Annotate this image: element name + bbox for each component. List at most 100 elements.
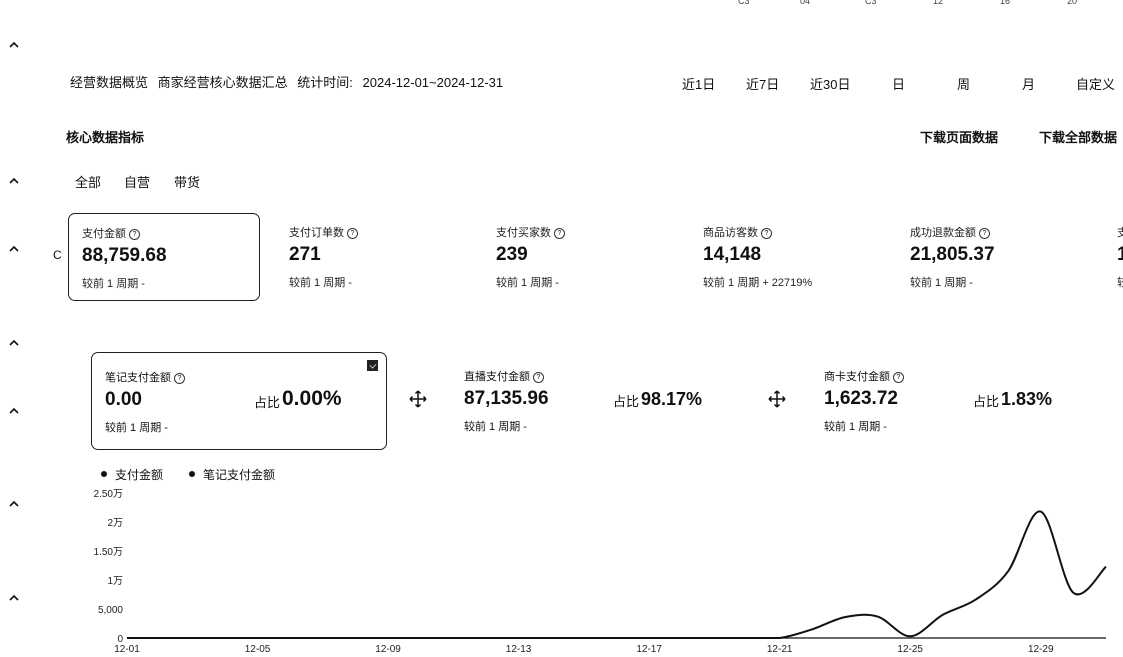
- tab-all[interactable]: 全部: [75, 175, 102, 190]
- series-line-0: [126, 510, 1107, 639]
- sub-metric-label: 笔记支付金额: [105, 372, 171, 384]
- top-tick: 04: [800, 0, 811, 6]
- help-icon[interactable]: ?: [554, 228, 565, 239]
- section-title: 核心数据指标: [66, 130, 145, 145]
- metric-card-payment-amount[interactable]: 支付金额? 88,759.68 较前 1 周期 -: [68, 213, 260, 301]
- metric-compare: 较前 1 周期 + 22719%: [703, 277, 813, 289]
- metric-value: 88,759.68: [82, 245, 167, 266]
- checkbox-checked-icon[interactable]: [367, 360, 378, 371]
- y-tick-label: 2.50万: [94, 489, 123, 500]
- help-icon[interactable]: ?: [174, 373, 185, 384]
- top-tick: 12: [933, 0, 944, 6]
- sub-metric-label: 直播支付金额: [464, 371, 530, 383]
- y-tick-label: 5,000: [98, 605, 123, 616]
- help-icon[interactable]: ?: [533, 372, 544, 383]
- period-value: 2024-12-01~2024-12-31: [362, 75, 504, 90]
- metric-card-product-visitors[interactable]: 商品访客数? 14,148 较前 1 周期 + 22719%: [690, 213, 880, 299]
- chevron-up-icon[interactable]: [8, 405, 20, 417]
- x-tick-label: 12-09: [375, 644, 401, 655]
- metric-label: 成功退款金额: [910, 227, 976, 239]
- x-tick-label: 12-13: [506, 644, 532, 655]
- tab-last-7-days[interactable]: 近7日: [746, 77, 780, 92]
- help-icon[interactable]: ?: [761, 228, 772, 239]
- help-icon[interactable]: ?: [347, 228, 358, 239]
- tab-last-30-days[interactable]: 近30日: [810, 77, 851, 92]
- metric-compare: 较前 1 周期 -: [496, 277, 559, 289]
- refresh-icon[interactable]: C: [53, 248, 62, 262]
- download-page-data-button[interactable]: 下载页面数据: [920, 130, 999, 145]
- tab-last-1-day[interactable]: 近1日: [682, 77, 716, 92]
- y-tick-label: 0: [117, 634, 123, 645]
- download-all-data-button[interactable]: 下载全部数据: [1039, 130, 1118, 145]
- tab-month[interactable]: 月: [1022, 77, 1036, 92]
- chevron-up-icon[interactable]: [8, 337, 20, 349]
- metric-compare: 较前 1 周期 -: [82, 278, 145, 290]
- y-tick-label: 1万: [107, 576, 123, 587]
- x-tick-label: 12-05: [245, 644, 271, 655]
- metric-label: 支付金额: [82, 228, 126, 240]
- sub-metric-compare: 较前 1 周期 -: [824, 421, 887, 433]
- ratio-value: 1.83%: [1001, 389, 1053, 409]
- legend-label: 支付金额: [115, 468, 164, 482]
- x-tick-label: 12-01: [114, 644, 140, 655]
- sub-metric-value: 0.00: [105, 389, 142, 410]
- help-icon[interactable]: ?: [979, 228, 990, 239]
- metric-value: 1: [1117, 244, 1123, 265]
- chevron-up-icon[interactable]: [8, 592, 20, 604]
- tab-affiliate[interactable]: 带货: [174, 175, 201, 190]
- metric-label: 支付订单数: [289, 227, 344, 239]
- top-tick: C3: [738, 0, 750, 6]
- metric-card-buyer-count[interactable]: 支付买家数? 239 较前 1 周期 -: [483, 213, 673, 299]
- sub-metric-card-product-card-payment[interactable]: 商卡支付金额? 1,623.72 较前 1 周期 - 占比 1.83%: [811, 352, 1105, 448]
- sub-metric-card-live-payment[interactable]: 直播支付金额? 87,135.96 较前 1 周期 - 占比 98.17%: [451, 352, 745, 448]
- x-tick-label: 12-17: [636, 644, 662, 655]
- metric-compare: 较前 1 周期 -: [910, 277, 973, 289]
- move-icon[interactable]: [768, 390, 786, 408]
- period-label: 统计时间:: [297, 75, 353, 90]
- top-tick: 20: [1067, 0, 1078, 6]
- header-info: 经营数据概览 商家经营核心数据汇总 统计时间: 2024-12-01~2024-…: [70, 72, 509, 91]
- page-subtitle: 商家经营核心数据汇总: [157, 75, 288, 90]
- chevron-up-icon[interactable]: [8, 39, 20, 51]
- chevron-up-icon[interactable]: [8, 498, 20, 510]
- tab-custom[interactable]: 自定义: [1076, 77, 1116, 92]
- x-tick-label: 12-21: [767, 644, 793, 655]
- metric-compare: 较: [1117, 277, 1123, 289]
- ratio-value: 0.00%: [282, 387, 342, 410]
- metric-card-refund-amount[interactable]: 成功退款金额? 21,805.37 较前 1 周期 -: [897, 213, 1087, 299]
- tab-day[interactable]: 日: [892, 77, 906, 92]
- legend-item[interactable]: 笔记支付金额: [189, 466, 275, 483]
- move-icon[interactable]: [409, 390, 427, 408]
- sub-metric-card-note-payment[interactable]: 笔记支付金额? 0.00 较前 1 周期 - 占比 0.00%: [91, 352, 387, 450]
- tab-self-operated[interactable]: 自营: [124, 175, 151, 190]
- metric-value: 271: [289, 244, 321, 265]
- ratio-label: 占比: [973, 394, 1000, 409]
- tab-week[interactable]: 周: [957, 77, 971, 92]
- help-icon[interactable]: ?: [129, 229, 140, 240]
- metric-value: 14,148: [703, 244, 762, 265]
- legend-dot-icon: [189, 471, 195, 477]
- legend-dot-icon: [101, 471, 107, 477]
- help-icon[interactable]: ?: [893, 372, 904, 383]
- sub-metric-value: 87,135.96: [464, 388, 549, 409]
- chevron-up-icon[interactable]: [8, 175, 20, 187]
- metric-value: 21,805.37: [910, 244, 995, 265]
- top-tick: 16: [1000, 0, 1011, 6]
- sub-metric-value: 1,623.72: [824, 388, 898, 409]
- y-tick-label: 2万: [107, 518, 123, 529]
- chevron-up-icon[interactable]: [8, 243, 20, 255]
- line-chart: 0 5,000 1万 1.50万 2万 2.50万 12-01 12-05 12-09 12-13…: [94, 489, 1107, 655]
- sub-metric-compare: 较前 1 周期 -: [105, 422, 168, 434]
- x-tick-label: 12-25: [897, 644, 923, 655]
- metric-compare: 较前 1 周期 -: [289, 277, 352, 289]
- sub-metric-compare: 较前 1 周期 -: [464, 421, 527, 433]
- y-tick-label: 1.50万: [94, 547, 123, 558]
- metric-card-partial[interactable]: 支 1 较: [1104, 213, 1123, 299]
- sub-metric-label: 商卡支付金额: [824, 371, 890, 383]
- page-title: 经营数据概览: [70, 75, 149, 90]
- legend-item[interactable]: 支付金额: [101, 466, 163, 483]
- top-tick: C3: [865, 0, 877, 6]
- metric-label: 商品访客数: [703, 227, 758, 239]
- metric-card-order-count[interactable]: 支付订单数? 271 较前 1 周期 -: [276, 213, 466, 299]
- metric-label: 支付买家数: [496, 227, 551, 239]
